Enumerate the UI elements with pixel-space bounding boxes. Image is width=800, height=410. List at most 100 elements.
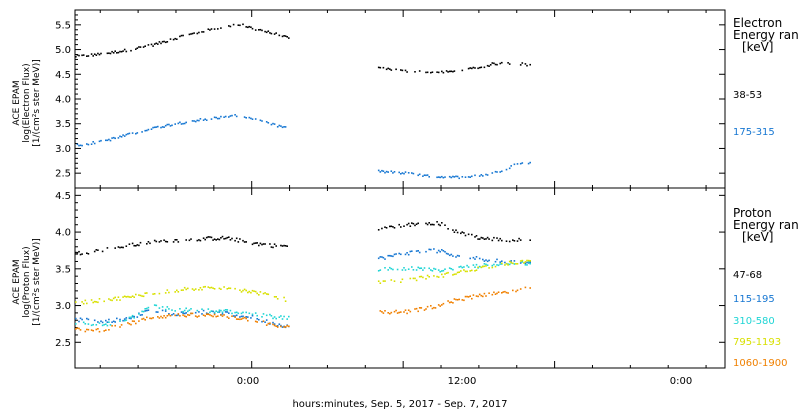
data-point-175-315 [146,129,148,132]
data-point-38-53 [213,28,216,30]
data-point-47-68 [177,241,180,243]
data-point-175-315 [444,176,446,178]
data-point-38-53 [425,71,427,74]
data-point-795-1193 [177,291,180,293]
data-point-1060-1900 [152,317,154,319]
data-point-115-195 [125,317,128,319]
data-point-175-315 [231,114,233,117]
data-point-310-580 [217,311,219,313]
data-point-115-195 [111,321,113,323]
data-point-1060-1900 [480,294,483,297]
data-point-115-195 [130,317,132,320]
data-point-47-68 [406,223,408,226]
data-point-310-580 [401,269,404,271]
data-point-310-580 [411,266,413,268]
data-point-47-68 [119,246,121,249]
data-point-115-195 [122,319,124,322]
data-point-115-195 [172,313,175,315]
data-point-38-53 [139,46,142,48]
data-point-795-1193 [463,269,465,271]
data-point-1060-1900 [141,318,143,320]
data-point-795-1193 [138,294,140,296]
data-point-1060-1900 [133,320,135,323]
data-point-175-315 [152,126,154,129]
data-point-47-68 [228,236,230,238]
data-point-38-53 [117,51,120,54]
data-point-310-580 [226,309,229,311]
data-point-310-580 [98,322,101,324]
data-point-795-1193 [229,287,232,290]
data-point-38-53 [489,64,492,66]
data-point-38-53 [437,71,440,74]
data-point-1060-1900 [169,314,172,317]
data-point-47-68 [477,238,479,240]
data-point-795-1193 [384,280,386,282]
data-point-1060-1900 [398,311,400,314]
data-point-310-580 [526,264,528,266]
data-point-47-68 [516,240,519,242]
data-point-1060-1900 [135,322,137,325]
data-point-47-68 [493,236,495,239]
data-point-175-315 [191,120,194,122]
data-point-1060-1900 [182,314,184,316]
data-point-795-1193 [393,280,396,282]
data-point-115-195 [409,250,412,253]
data-point-1060-1900 [529,287,531,289]
data-point-47-68 [87,253,90,255]
data-point-38-53 [182,34,184,37]
data-point-115-195 [79,317,82,320]
y-tick-label: 2.5 [55,338,71,349]
data-point-47-68 [441,222,443,224]
data-point-115-195 [273,323,276,325]
data-point-175-315 [135,132,137,135]
data-point-795-1193 [259,291,262,293]
data-point-1060-1900 [283,326,285,328]
data-point-1060-1900 [183,315,186,317]
data-point-38-53 [152,45,154,47]
data-point-115-195 [106,321,109,323]
data-point-115-195 [177,314,180,316]
data-point-115-195 [379,256,382,258]
data-point-175-315 [193,120,195,122]
data-point-310-580 [431,270,434,272]
data-point-1060-1900 [284,326,287,328]
data-point-1060-1900 [239,318,241,321]
data-point-795-1193 [142,295,145,298]
data-point-47-68 [471,233,473,236]
data-point-47-68 [128,243,131,245]
data-point-310-580 [493,263,495,266]
data-point-1060-1900 [382,312,385,314]
data-point-310-580 [237,312,240,315]
data-point-310-580 [392,268,394,271]
data-point-47-68 [272,246,274,249]
data-point-1060-1900 [95,328,98,331]
data-point-175-315 [529,161,531,164]
data-point-115-195 [499,261,501,263]
data-point-115-195 [155,311,158,313]
data-point-175-315 [455,175,457,178]
data-point-115-195 [428,248,430,251]
data-point-795-1193 [401,278,404,281]
proton-data-points [75,221,531,333]
data-point-115-195 [180,311,183,313]
data-point-175-315 [224,115,227,118]
data-point-1060-1900 [79,329,82,331]
data-point-310-580 [497,264,500,267]
data-point-310-580 [288,315,290,318]
data-point-1060-1900 [467,296,470,298]
data-point-38-53 [122,50,124,52]
data-point-175-315 [220,115,222,118]
data-point-38-53 [499,62,501,65]
data-point-795-1193 [428,276,430,278]
data-point-175-315 [141,131,143,133]
data-point-1060-1900 [262,320,265,322]
data-point-38-53 [247,26,249,29]
data-point-795-1193 [210,286,213,289]
data-point-1060-1900 [243,316,246,319]
data-point-47-68 [431,223,434,226]
data-point-175-315 [160,126,162,129]
data-point-38-53 [483,66,486,69]
data-point-1060-1900 [103,330,105,332]
data-point-38-53 [270,32,273,35]
data-point-1060-1900 [469,295,471,297]
